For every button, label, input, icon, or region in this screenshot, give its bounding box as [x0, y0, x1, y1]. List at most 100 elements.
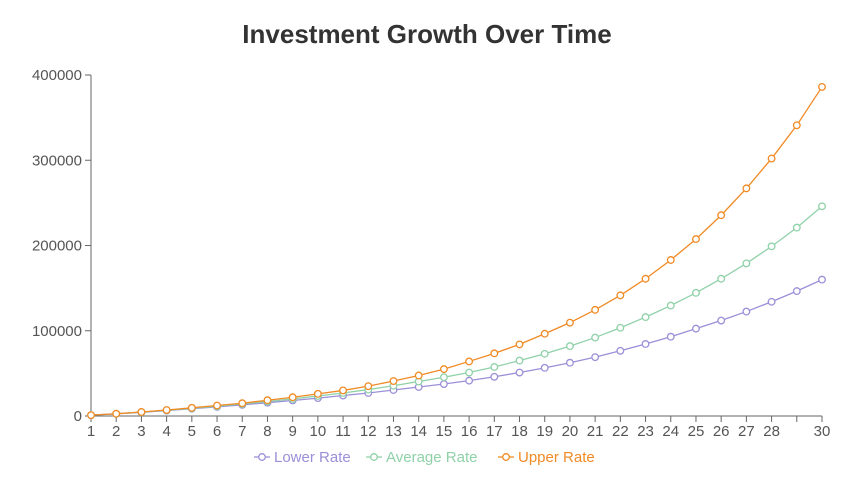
data-point[interactable]	[692, 235, 700, 244]
data-point[interactable]	[439, 365, 448, 374]
data-point[interactable]	[565, 358, 574, 367]
data-point[interactable]	[263, 396, 272, 405]
y-tick-label: 300000	[32, 152, 82, 169]
data-point[interactable]	[313, 389, 322, 398]
data-point[interactable]	[616, 291, 625, 300]
x-tick-label: 8	[263, 423, 271, 440]
data-point[interactable]	[742, 184, 751, 193]
x-tick-label: 21	[587, 423, 604, 440]
legend-item[interactable]: Lower Rate	[254, 449, 351, 466]
x-tick-label: 27	[738, 423, 755, 440]
data-point[interactable]	[767, 154, 776, 163]
data-point[interactable]	[591, 353, 600, 362]
data-point[interactable]	[717, 211, 726, 220]
y-tick-label: 0	[74, 408, 82, 425]
legend-item[interactable]: Average Rate	[366, 449, 477, 466]
data-point[interactable]	[187, 403, 196, 412]
data-point[interactable]	[515, 368, 524, 377]
x-tick-label: 18	[511, 423, 528, 440]
data-point[interactable]	[162, 406, 171, 414]
data-point[interactable]	[818, 275, 826, 284]
data-point[interactable]	[767, 242, 776, 251]
series-line	[90, 279, 823, 416]
x-tick-label: 30	[814, 423, 831, 440]
data-point[interactable]	[414, 371, 423, 380]
data-point[interactable]	[439, 373, 448, 382]
legend-item[interactable]: Upper Rate	[498, 449, 595, 466]
data-point[interactable]	[591, 333, 600, 342]
legend-label: Lower Rate	[274, 449, 351, 466]
data-point[interactable]	[112, 409, 121, 418]
y-tick-label: 100000	[32, 323, 82, 340]
data-point[interactable]	[490, 372, 499, 381]
data-point[interactable]	[666, 256, 675, 264]
data-point[interactable]	[540, 329, 549, 338]
legend-label: Upper Rate	[518, 449, 595, 466]
y-tick-label: 200000	[32, 238, 82, 255]
x-tick-label: 22	[612, 423, 629, 440]
data-point[interactable]	[339, 386, 348, 395]
data-point[interactable]	[288, 393, 297, 402]
legend-swatch-marker	[502, 453, 510, 461]
data-point[interactable]	[666, 332, 675, 341]
x-tick-label: 19	[536, 423, 553, 440]
data-point[interactable]	[792, 223, 801, 232]
data-point[interactable]	[767, 297, 776, 306]
data-point[interactable]	[389, 377, 398, 385]
data-point[interactable]	[641, 313, 650, 322]
x-tick-label: 5	[188, 423, 196, 440]
series-layer	[87, 82, 826, 420]
data-point[interactable]	[616, 346, 625, 355]
data-point[interactable]	[565, 318, 574, 327]
data-point[interactable]	[515, 356, 524, 365]
x-tick-label: 3	[137, 423, 145, 440]
data-point[interactable]	[364, 382, 373, 391]
data-point[interactable]	[439, 380, 448, 388]
data-point[interactable]	[818, 82, 826, 91]
data-point[interactable]	[565, 342, 574, 351]
x-tick-label: 12	[360, 423, 377, 440]
data-point[interactable]	[666, 301, 675, 310]
x-tick-label: 7	[238, 423, 246, 440]
data-point[interactable]	[238, 399, 247, 408]
legend[interactable]: Lower Rate Average Rate Upper Rate	[254, 449, 595, 466]
data-point[interactable]	[792, 121, 801, 130]
data-point[interactable]	[692, 288, 700, 297]
data-point[interactable]	[616, 323, 625, 332]
data-point[interactable]	[540, 349, 549, 358]
data-point[interactable]	[641, 340, 650, 348]
data-point[interactable]	[742, 259, 751, 268]
data-point[interactable]	[717, 316, 726, 325]
data-point[interactable]	[137, 408, 146, 416]
x-tick-label: 28	[763, 423, 780, 440]
data-point[interactable]	[717, 274, 726, 283]
x-tick-label: 9	[288, 423, 296, 440]
x-tick-label: 11	[335, 423, 351, 440]
data-point[interactable]	[87, 411, 95, 420]
x-tick-label: 17	[486, 423, 503, 440]
data-point[interactable]	[515, 340, 524, 349]
y-tick-label: 400000	[32, 67, 82, 84]
series-lower-rate	[87, 275, 826, 420]
data-point[interactable]	[591, 305, 600, 314]
data-point[interactable]	[818, 202, 826, 211]
data-point[interactable]	[465, 376, 474, 385]
data-point[interactable]	[465, 357, 474, 366]
series-upper-rate	[87, 82, 826, 420]
series-line	[90, 205, 823, 416]
data-point[interactable]	[490, 349, 499, 358]
x-tick-label: 2	[112, 423, 120, 440]
data-point[interactable]	[692, 324, 700, 333]
data-point[interactable]	[641, 274, 650, 283]
series-line	[90, 86, 823, 416]
x-tick-label: 26	[713, 423, 730, 440]
data-point[interactable]	[540, 363, 549, 372]
data-point[interactable]	[792, 287, 801, 296]
data-point[interactable]	[742, 307, 751, 316]
data-point[interactable]	[465, 368, 474, 377]
data-point[interactable]	[213, 401, 221, 410]
x-tick-label: 6	[213, 423, 221, 440]
data-point[interactable]	[490, 363, 499, 371]
x-tick-label: 15	[436, 423, 453, 440]
